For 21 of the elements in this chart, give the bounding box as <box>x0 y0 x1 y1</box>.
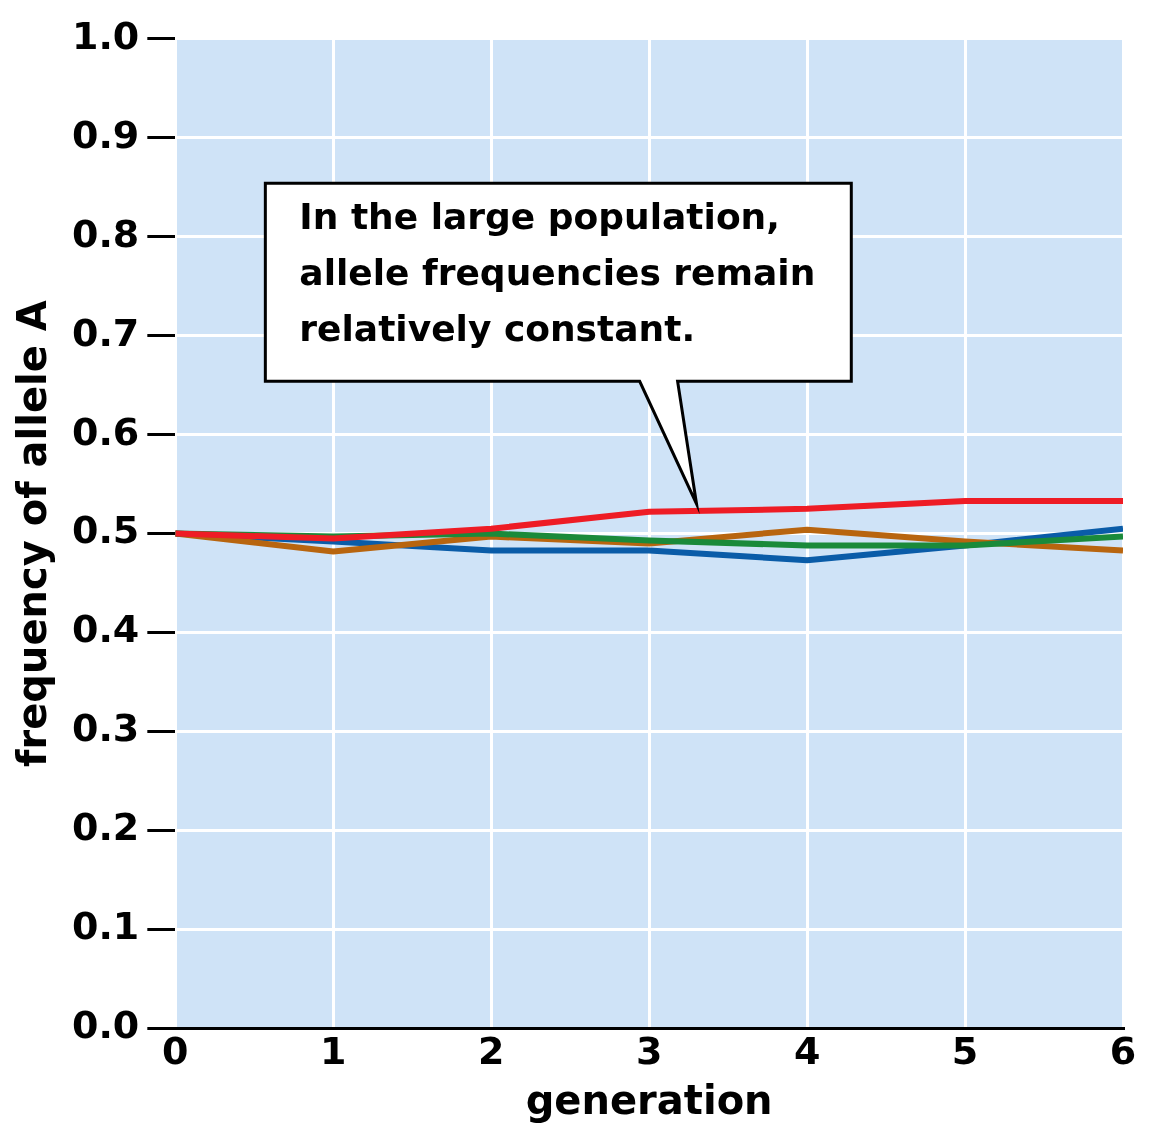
y-tick-label: 0.4 <box>71 607 140 652</box>
y-tick-label: 0.8 <box>71 211 140 256</box>
y-tick-label: 0.9 <box>71 112 140 157</box>
x-tick-label: 6 <box>1109 1029 1137 1074</box>
annotation: In the large population, allele frequencies remain relatively constant. <box>299 195 816 349</box>
x-tick-label: 0 <box>162 1029 189 1074</box>
x-tick-label: 1 <box>320 1029 347 1074</box>
y-tick-label: 0.1 <box>71 904 140 949</box>
y-tick-label: 0.2 <box>71 805 140 850</box>
text: 1.0 <box>71 13 140 58</box>
y-axis-title: frequency of allele A <box>9 300 56 767</box>
x-tick-label: 2 <box>477 1029 505 1074</box>
x-tick-label: 5 <box>951 1029 979 1074</box>
y-tick-label: 0.7 <box>71 310 140 355</box>
y-tick-label: 0.6 <box>71 409 140 454</box>
text: 0.0 <box>71 1003 140 1048</box>
x-tick-label: 4 <box>793 1029 821 1074</box>
x-axis-title: generation <box>525 1077 773 1124</box>
x-tick-label: 3 <box>635 1029 663 1074</box>
y-tick-label: 0.3 <box>71 706 140 751</box>
y-tick-label: 0.5 <box>71 508 140 553</box>
